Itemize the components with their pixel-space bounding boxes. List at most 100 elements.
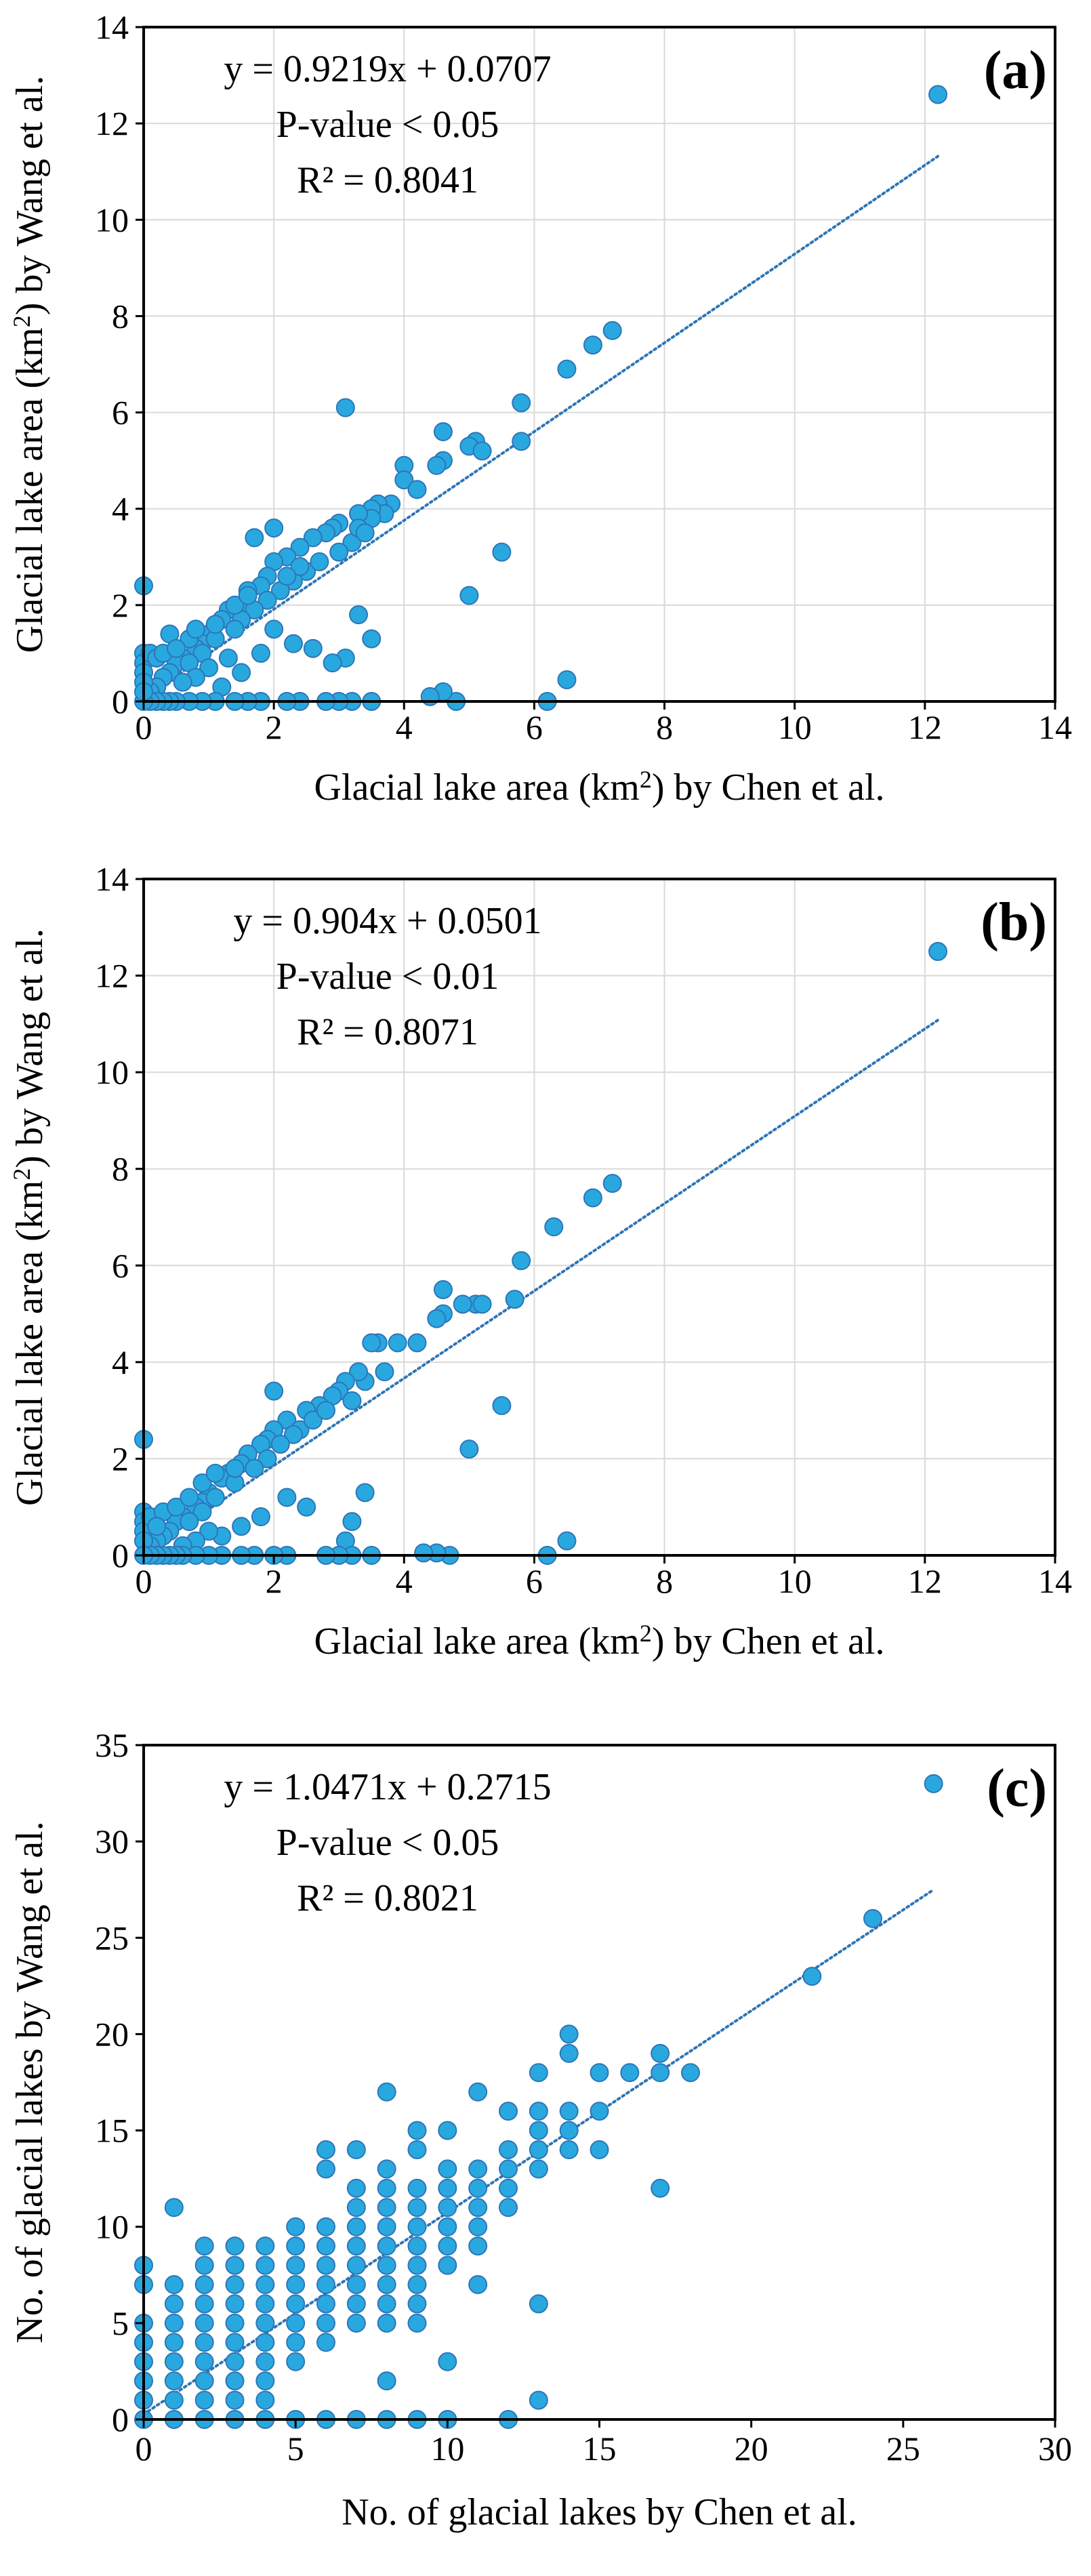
data-point [316,2313,335,2333]
y-tick-label: 30 [95,1822,129,1860]
y-tick-label: 14 [95,8,129,46]
y-tick-label: 2 [112,586,129,624]
data-point [590,2102,609,2121]
data-point [924,1774,943,1793]
x-tick-label: 2 [266,708,283,746]
data-point [499,2178,518,2198]
data-point [164,2198,184,2217]
panel-label: (c) [987,1759,1047,1818]
data-point [286,2255,306,2275]
data-point [529,2102,548,2121]
data-point [529,2140,548,2159]
data-point [346,2140,366,2159]
plot-frame [142,878,1056,1557]
data-point [316,2236,335,2256]
y-tick-label: 10 [95,2208,129,2246]
y-tick-label: 0 [112,2400,129,2438]
data-point [583,335,602,355]
data-point [255,2294,275,2314]
x-tick-label: 4 [396,1562,413,1600]
regression-annotation-line: P-value < 0.05 [276,1822,499,1864]
data-point [346,2275,366,2294]
y-tick-label: 6 [112,1246,129,1284]
data-point [407,2217,427,2236]
data-point [427,455,447,475]
data-point [342,1391,362,1410]
data-point [186,619,205,639]
data-point [377,2178,396,2198]
data-point [375,1362,394,1382]
data-point [225,2371,245,2391]
data-point [194,2313,214,2333]
data-point [164,2352,184,2371]
data-point [286,2313,306,2333]
data-point [651,2043,670,2063]
data-point [194,2333,214,2352]
data-point [602,1174,622,1193]
y-tick-label: 0 [112,682,129,720]
data-point [316,2217,335,2236]
data-point [377,2236,396,2256]
data-point [264,518,284,538]
data-point [316,2140,335,2159]
data-point [433,1280,453,1299]
data-point [407,2140,427,2159]
data-point [303,528,323,548]
y-axis-title: No. of glacial lakes by Wang et al. [9,1821,51,2343]
data-point [225,2352,245,2371]
data-point [438,2217,457,2236]
data-point [255,2275,275,2294]
data-point [194,2275,214,2294]
data-point [238,586,258,605]
data-point [468,2236,488,2256]
x-tick-label: 6 [526,1562,543,1600]
data-point [590,2063,609,2083]
data-point [264,619,284,639]
data-point [468,2275,488,2294]
data-point [559,2140,579,2159]
data-point [414,1543,434,1563]
data-point [264,1381,284,1401]
data-point [512,432,531,451]
data-point [512,393,531,413]
data-point [388,1333,407,1353]
x-tick-label: 0 [136,1562,152,1600]
x-tick-label: 25 [886,2430,920,2468]
data-point [438,2255,457,2275]
data-point [316,2159,335,2179]
data-point [377,2294,396,2314]
data-point [225,2333,245,2352]
data-point [225,2390,245,2410]
data-point [173,672,192,692]
y-tick-label: 12 [95,957,129,995]
data-point [377,2159,396,2179]
data-point [499,2102,518,2121]
y-tick-label: 15 [95,2112,129,2150]
data-point [529,2294,548,2314]
data-point [232,1517,251,1536]
data-point [468,2198,488,2217]
data-point [602,321,622,340]
data-point [620,2063,640,2083]
data-point [559,2102,579,2121]
data-point [245,528,264,548]
data-point [394,470,414,490]
data-point [459,586,479,605]
data-point [459,1439,479,1459]
data-point [427,1309,447,1328]
data-point [529,2390,548,2410]
data-point [492,1396,512,1416]
data-point [286,2236,306,2256]
data-point [468,2159,488,2179]
data-point [499,2140,518,2159]
data-point [438,2198,457,2217]
regression-annotation-line: P-value < 0.01 [276,956,499,998]
data-point [286,2217,306,2236]
data-point [557,670,577,690]
data-point [472,1294,492,1314]
data-point [529,2063,548,2083]
y-tick-label: 20 [95,2015,129,2053]
data-point [164,2371,184,2391]
x-axis-title: No. of glacial lakes by Chen et al. [342,2491,857,2533]
data-point [180,1512,199,1532]
